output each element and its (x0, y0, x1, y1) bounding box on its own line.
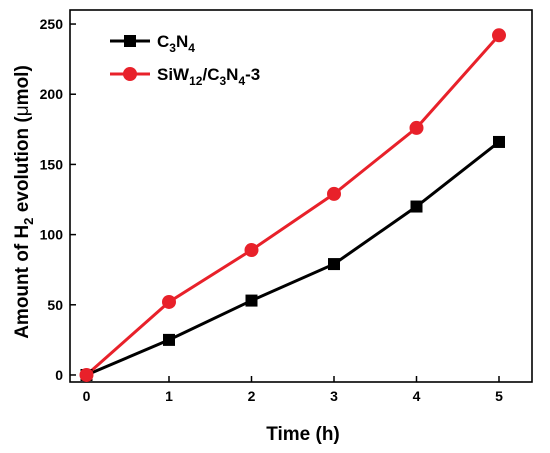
x-tick-label: 3 (330, 388, 338, 404)
y-axis-title: Amount of H2 evolution (μmol) (12, 65, 36, 339)
data-point (493, 135, 505, 148)
series-markers (79, 28, 506, 382)
series-line-0 (85, 140, 500, 377)
x-tick-label: 1 (165, 388, 173, 404)
series-lines (85, 34, 501, 377)
y-tick-label: 0 (55, 367, 63, 383)
data-point (163, 333, 175, 346)
y-tick-label: 100 (40, 227, 64, 243)
legend: C3N4 SiW12/C3N4-3 (110, 32, 260, 88)
data-point (79, 367, 94, 382)
plot-frame (69, 9, 533, 383)
data-point (328, 258, 340, 271)
y-tick-label: 250 (40, 16, 64, 32)
y-axis-title-text: Amount of H2 evolution (μmol) (12, 65, 36, 339)
x-tick-label: 5 (495, 388, 503, 404)
data-point (409, 120, 424, 135)
legend-label: C3N4 (157, 32, 195, 55)
data-point (244, 243, 259, 258)
y-tick-label: 50 (47, 297, 63, 313)
x-axis-title: Time (h) (266, 424, 340, 445)
data-point (245, 294, 258, 307)
legend-marker (123, 67, 137, 81)
y-tick-label: 200 (40, 86, 64, 102)
data-point (327, 186, 341, 201)
data-point (162, 294, 176, 309)
legend-marker (124, 35, 136, 47)
x-tick-label: 0 (83, 388, 91, 404)
y-tick-label: 150 (40, 156, 64, 172)
data-point (492, 28, 506, 43)
legend-label: SiW12/C3N4-3 (157, 65, 260, 88)
data-point (410, 200, 423, 213)
series-line-1 (85, 34, 501, 377)
x-tick-label: 2 (248, 388, 256, 404)
x-tick-label: 4 (413, 388, 421, 404)
